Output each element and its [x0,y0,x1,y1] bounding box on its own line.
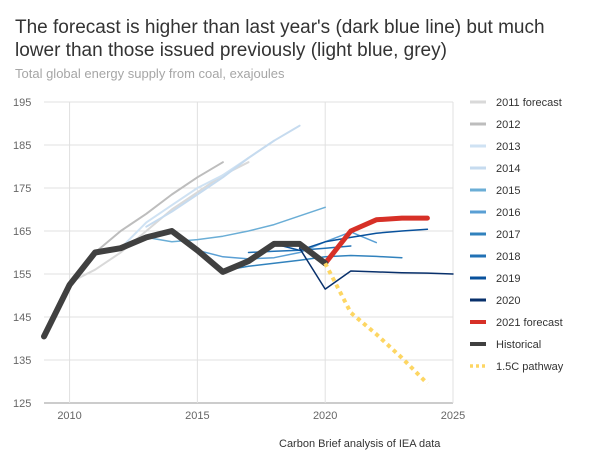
legend: 2011 forecast 2012 2013 2014 2015 2016 2017 201… [470,97,564,373]
legend-label: 2020 [496,295,520,307]
legend-label: 1.5C pathway [496,361,564,373]
legend-label: 2012 [496,119,520,131]
y-tick-label: 135 [13,355,31,367]
x-tick-label: 2020 [313,410,337,422]
series-line-2019 [273,228,429,252]
legend-label: 2014 [496,163,520,175]
series-line-2011-forecast [68,161,250,284]
x-tick-label: 2010 [57,410,81,422]
grid-lines [44,101,454,404]
series-line-2012 [94,161,224,254]
series-line-2021-forecast [322,215,430,266]
legend-label: 2019 [496,273,520,285]
y-tick-label: 155 [13,269,31,281]
y-tick-label: 185 [13,140,31,152]
legend-label: 2015 [496,185,520,197]
series-line-1-5c-pathway [323,262,429,386]
series-group [41,124,454,386]
series-line-2014 [145,124,301,228]
y-tick-label: 195 [13,97,31,109]
series-line-2015 [145,206,326,243]
y-axis: 125 135 145 155 165 175 185 195 [13,97,31,410]
y-tick-label: 145 [13,312,31,324]
legend-label: 2011 forecast [496,97,562,109]
y-tick-label: 165 [13,226,31,238]
series-line-historical [41,228,329,340]
x-axis: 2010 2015 2020 2025 [57,410,465,422]
series-line-2020 [298,247,454,290]
legend-label: 2013 [496,141,520,153]
chart-title: The forecast is higher than last year's … [15,17,545,61]
legend-label: 2018 [496,251,520,263]
y-tick-label: 125 [13,398,31,410]
legend-label: 2021 forecast [496,317,563,329]
legend-label: Historical [496,339,541,351]
legend-label: 2016 [496,207,520,219]
legend-label: 2017 [496,229,520,241]
chart-subtitle: Total global energy supply from coal, ex… [15,66,285,81]
y-tick-label: 175 [13,183,31,195]
series-line-2017 [222,254,403,272]
x-tick-label: 2025 [441,410,465,422]
x-tick-label: 2015 [185,410,209,422]
source-note: Carbon Brief analysis of IEA data [279,438,441,450]
